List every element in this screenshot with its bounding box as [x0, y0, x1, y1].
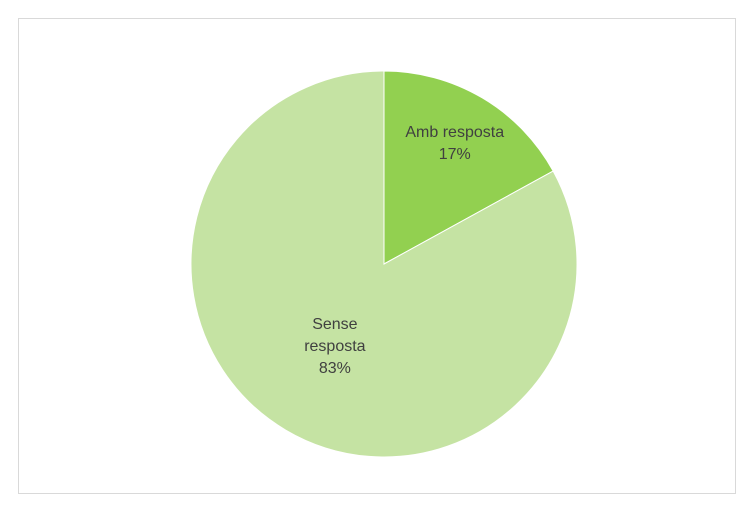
value-label: 83% [318, 360, 351, 378]
value-label: 17% [438, 146, 471, 164]
category-label: Amb resposta [405, 124, 505, 142]
data-label: Amb resposta 17% [385, 122, 525, 166]
pie-slice [190, 70, 578, 458]
pie-slice [383, 70, 554, 265]
category-label: Sense resposta [304, 316, 366, 356]
data-label: Sense resposta 83% [295, 314, 375, 380]
